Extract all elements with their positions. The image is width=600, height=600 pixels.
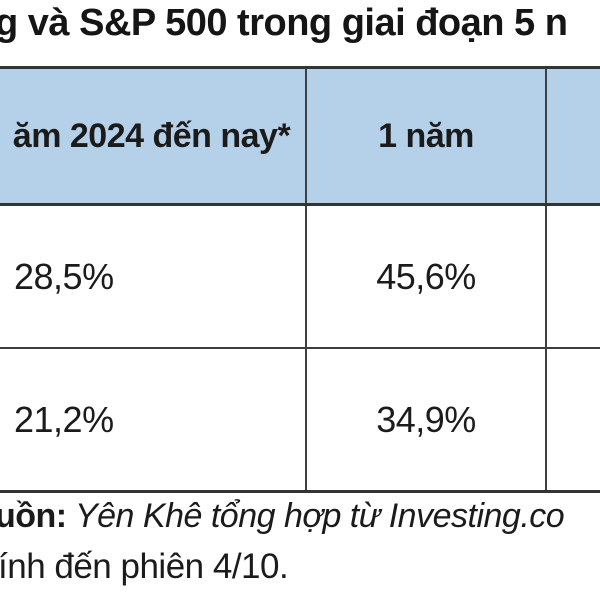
source-label: uồn:	[0, 497, 67, 535]
cell-row1-ytd: 28,5%	[0, 203, 307, 349]
cell-row2-1-year: 34,9%	[305, 347, 547, 493]
table-header-row: ăm 2024 đến nay* 1 năm	[0, 66, 600, 206]
page-title: g và S&P 500 trong giai đoạn 5 n	[0, 2, 568, 44]
column-header-cropped	[545, 66, 600, 206]
cell-row1-1-year: 45,6%	[305, 203, 547, 349]
returns-table: ăm 2024 đến nay* 1 năm 28,5% 45,6% 21,2%…	[0, 66, 600, 493]
column-header-1-year: 1 năm	[305, 66, 547, 206]
source-line: uồn: Yên Khê tổng hợp từ Investing.co	[0, 497, 565, 536]
table-row: 28,5% 45,6%	[0, 203, 600, 349]
cell-row2-cropped	[545, 347, 600, 493]
source-text: Yên Khê tổng hợp từ Investing.co	[66, 497, 565, 535]
table-row: 21,2% 34,9%	[0, 347, 600, 493]
cell-row2-ytd: 21,2%	[0, 347, 307, 493]
column-header-ytd: ăm 2024 đến nay*	[0, 66, 307, 206]
cell-row1-cropped	[545, 203, 600, 349]
footnote: ính đến phiên 4/10.	[0, 547, 289, 586]
